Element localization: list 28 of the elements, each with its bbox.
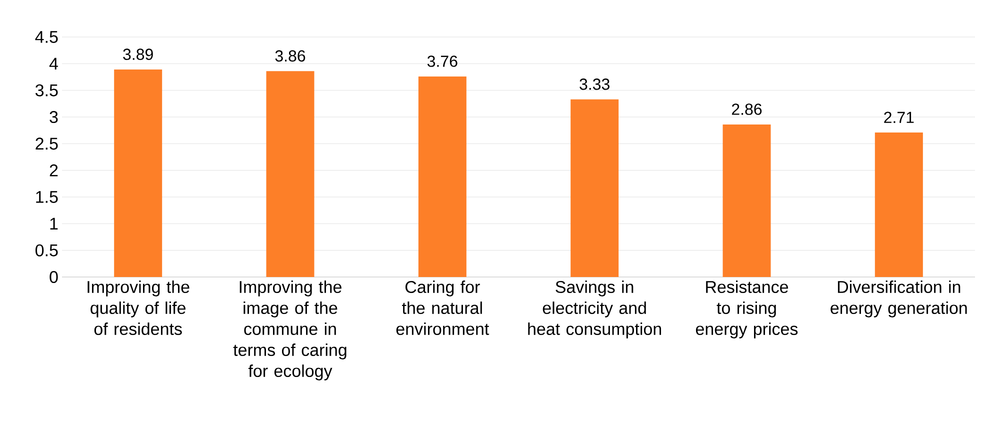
- data-label: 3.89: [123, 48, 153, 60]
- x-tick-label: Caring for the natural environment: [396, 280, 490, 336]
- bar: [874, 132, 923, 277]
- x-tick-label: Improving the image of the commune in terms of caring for ecology: [233, 280, 346, 380]
- y-tick-label: 0: [50, 270, 58, 284]
- data-label: 2.86: [732, 104, 762, 115]
- y-tick-label: 1.5: [36, 191, 58, 203]
- y-tick-label: 2: [50, 164, 58, 176]
- y-tick-label: 4: [49, 58, 58, 70]
- y-tick-label: 3: [50, 110, 58, 124]
- y-tick-label: 1: [50, 218, 58, 230]
- bar: [418, 76, 466, 277]
- y-tick-label: 0.5: [36, 244, 58, 256]
- bar: [570, 99, 619, 277]
- x-tick-label: Resistance to rising energy prices: [696, 280, 798, 338]
- bar: [114, 70, 162, 277]
- x-tick-label: Savings in electricity and heat consumption: [528, 280, 662, 338]
- x-tick-label: Improving the quality of life of residents: [88, 280, 190, 336]
- y-tick-label: 3.5: [35, 84, 58, 96]
- bar: [722, 124, 771, 277]
- data-label: 2.71: [884, 112, 914, 123]
- bar: [266, 71, 314, 277]
- y-tick-label: 4.5: [35, 31, 58, 43]
- x-tick-label: Diversification in energy generation: [830, 280, 967, 318]
- data-label: 3.86: [275, 50, 306, 62]
- y-tick-label: 2.5: [36, 138, 58, 150]
- data-label: 3.33: [580, 78, 610, 90]
- data-label: 3.76: [427, 56, 458, 67]
